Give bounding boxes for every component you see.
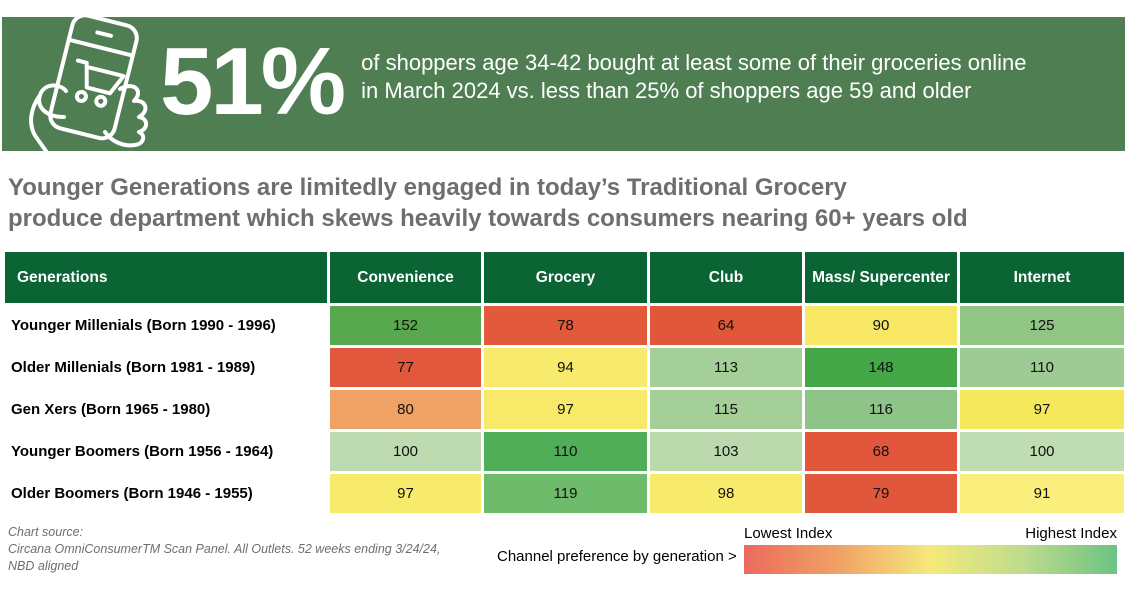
heatmap-cell-r2-c4: 97 bbox=[960, 390, 1124, 429]
heatmap-cell-r0-c2: 64 bbox=[650, 306, 802, 345]
stat-description-line1: of shoppers age 34-42 bought at least so… bbox=[361, 50, 1027, 75]
stat-banner: 51% of shoppers age 34-42 bought at leas… bbox=[2, 13, 1125, 153]
legend-low-label: Lowest Index bbox=[744, 525, 833, 542]
stat-value: 51% bbox=[160, 28, 346, 135]
stat-description: of shoppers age 34-42 bought at least so… bbox=[361, 49, 1026, 105]
heatmap-cell-r2-c2: 115 bbox=[650, 390, 802, 429]
legend-note: Channel preference by generation > bbox=[497, 548, 737, 565]
index-legend: Lowest Index Highest Index bbox=[744, 525, 1117, 574]
column-header-1: Grocery bbox=[484, 252, 647, 303]
chart-source: Chart source: Circana OmniConsumerTM Sca… bbox=[8, 524, 440, 575]
row-label-1: Older Millenials (Born 1981 - 1989) bbox=[5, 348, 327, 387]
heatmap-cell-r4-c0: 97 bbox=[330, 474, 481, 513]
page-title: Younger Generations are limitedly engage… bbox=[8, 172, 968, 234]
column-header-generations: Generations bbox=[5, 252, 327, 303]
hand-holding-phone-shopping-cart-icon bbox=[2, 13, 160, 153]
heatmap-cell-r0-c3: 90 bbox=[805, 306, 957, 345]
column-header-4: Internet bbox=[960, 252, 1124, 303]
heatmap-cell-r3-c3: 68 bbox=[805, 432, 957, 471]
chart-source-line1: Chart source: bbox=[8, 525, 84, 539]
generation-channel-heatmap: Generations Convenience Grocery Club Mass/ S… bbox=[5, 252, 1124, 513]
heatmap-cell-r4-c1: 119 bbox=[484, 474, 647, 513]
row-label-0: Younger Millenials (Born 1990 - 1996) bbox=[5, 306, 327, 345]
heatmap-cell-r1-c0: 77 bbox=[330, 348, 481, 387]
heatmap-cell-r0-c1: 78 bbox=[484, 306, 647, 345]
column-header-2: Club bbox=[650, 252, 802, 303]
chart-source-line2: Circana OmniConsumerTM Scan Panel. All O… bbox=[8, 542, 441, 556]
heatmap-cell-r3-c0: 100 bbox=[330, 432, 481, 471]
heatmap-cell-r2-c3: 116 bbox=[805, 390, 957, 429]
page-title-line1: Younger Generations are limitedly engage… bbox=[8, 174, 847, 201]
row-label-3: Younger Boomers (Born 1956 - 1964) bbox=[5, 432, 327, 471]
heatmap-cell-r1-c4: 110 bbox=[960, 348, 1124, 387]
heatmap-cell-r1-c3: 148 bbox=[805, 348, 957, 387]
heatmap-cell-r1-c1: 94 bbox=[484, 348, 647, 387]
heatmap-cell-r1-c2: 113 bbox=[650, 348, 802, 387]
heatmap-cell-r0-c0: 152 bbox=[330, 306, 481, 345]
heatmap-cell-r3-c4: 100 bbox=[960, 432, 1124, 471]
page-title-line2: produce department which skews heavily t… bbox=[8, 205, 968, 232]
column-header-0: Convenience bbox=[330, 252, 481, 303]
legend-high-label: Highest Index bbox=[1025, 525, 1117, 542]
heatmap-cell-r4-c4: 91 bbox=[960, 474, 1124, 513]
row-label-2: Gen Xers (Born 1965 - 1980) bbox=[5, 390, 327, 429]
heatmap-cell-r4-c3: 79 bbox=[805, 474, 957, 513]
row-label-4: Older Boomers (Born 1946 - 1955) bbox=[5, 474, 327, 513]
heatmap-cell-r2-c1: 97 bbox=[484, 390, 647, 429]
stat-description-line2: in March 2024 vs. less than 25% of shopp… bbox=[361, 78, 972, 103]
legend-gradient-bar bbox=[744, 545, 1117, 574]
chart-source-line3: NBD aligned bbox=[8, 559, 79, 573]
column-header-3: Mass/ Supercenter bbox=[805, 252, 957, 303]
heatmap-cell-r0-c4: 125 bbox=[960, 306, 1124, 345]
heatmap-cell-r4-c2: 98 bbox=[650, 474, 802, 513]
heatmap-cell-r2-c0: 80 bbox=[330, 390, 481, 429]
heatmap-cell-r3-c1: 110 bbox=[484, 432, 647, 471]
heatmap-cell-r3-c2: 103 bbox=[650, 432, 802, 471]
